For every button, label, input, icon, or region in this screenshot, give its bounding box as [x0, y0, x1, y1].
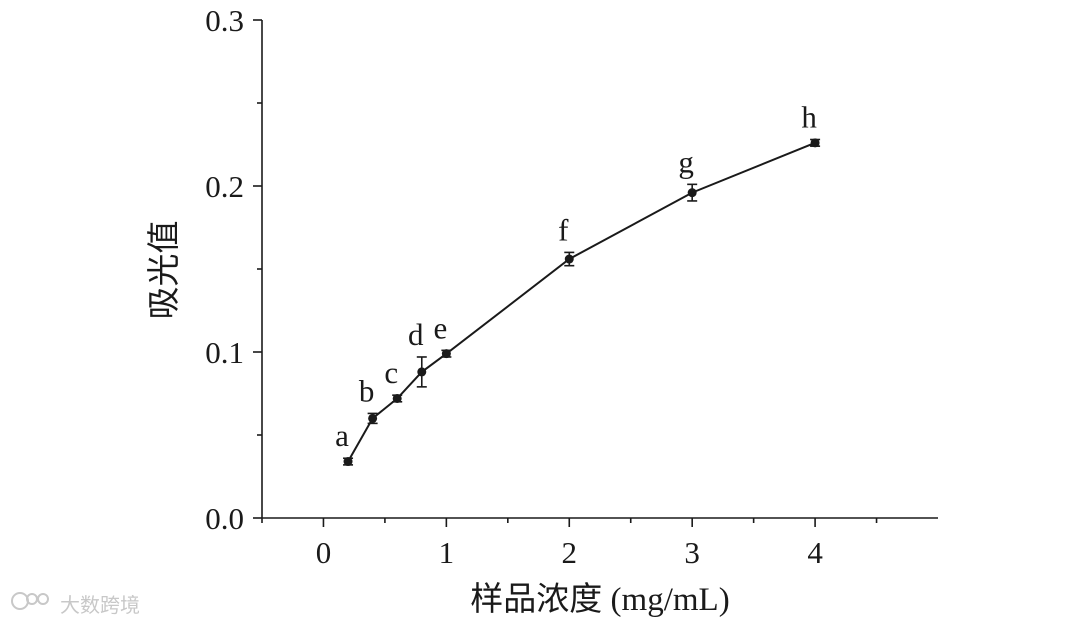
y-tick-label: 0.0 — [205, 501, 244, 536]
watermark: 大数跨境 — [10, 588, 140, 619]
y-tick-label: 0.2 — [205, 169, 244, 204]
data-point — [417, 367, 427, 377]
point-label: e — [433, 310, 447, 345]
point-label: b — [359, 373, 375, 408]
point-label: c — [384, 355, 398, 390]
data-point — [810, 138, 820, 148]
series-line — [347, 141, 816, 463]
x-tick-label: 2 — [562, 535, 578, 570]
point-label: f — [558, 212, 569, 247]
x-tick-label: 0 — [316, 535, 332, 570]
data-point — [368, 413, 378, 423]
x-tick-label: 4 — [807, 535, 823, 570]
x-tick-label: 1 — [439, 535, 455, 570]
axes: 0.0 0.1 0.2 0.3 0 1 2 3 4 — [205, 3, 938, 570]
point-label: g — [678, 144, 694, 179]
x-axis-title: 样品浓度 (mg/mL) — [470, 581, 729, 618]
y-tick-label: 0.3 — [205, 3, 244, 38]
data-point — [392, 393, 402, 403]
dashu-logo-icon — [10, 588, 54, 619]
data-point — [564, 254, 574, 264]
y-tick-label: 0.1 — [205, 335, 244, 370]
data-point — [343, 457, 353, 467]
y-axis-title: 吸光值 — [146, 221, 183, 320]
data-point — [687, 188, 697, 198]
point-label: a — [335, 418, 349, 453]
data-point — [441, 349, 451, 359]
point-label: d — [408, 317, 424, 352]
x-tick-label: 3 — [684, 535, 700, 570]
point-label: h — [801, 100, 817, 135]
watermark-text: 大数跨境 — [60, 593, 140, 617]
